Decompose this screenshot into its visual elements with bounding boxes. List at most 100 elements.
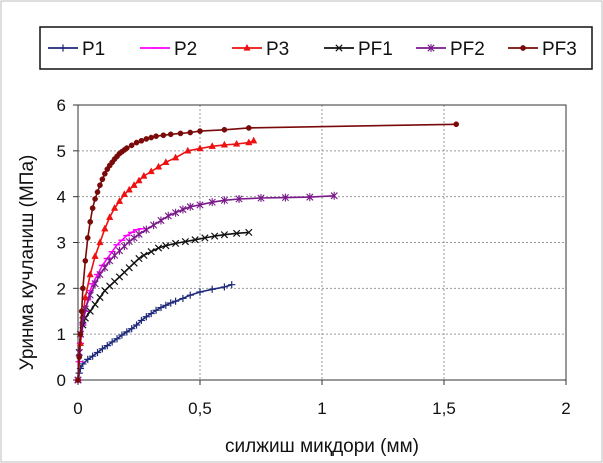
data-point-p1 — [79, 360, 87, 368]
data-point-pf1 — [140, 251, 148, 259]
legend-label-p3: P3 — [266, 39, 289, 60]
data-point-pf3 — [89, 205, 96, 211]
y-tick-label: 6 — [57, 96, 66, 115]
data-point-pf2 — [142, 225, 150, 234]
data-point-pf2 — [186, 202, 194, 211]
data-point-pf2 — [235, 194, 243, 203]
data-point-p3 — [154, 162, 163, 170]
data-point-pf3 — [143, 136, 150, 142]
data-point-pf3 — [99, 176, 106, 183]
data-point-pf1 — [211, 232, 219, 240]
data-point-p3 — [96, 238, 104, 246]
data-point-p3 — [140, 171, 148, 179]
data-point-pf2 — [91, 279, 99, 288]
series-p1 — [74, 281, 236, 384]
legend-item-pf2: PF2 — [416, 39, 485, 60]
data-point-pf2 — [220, 196, 228, 205]
data-point-p1 — [132, 321, 141, 329]
data-point-pf2 — [157, 216, 165, 225]
legend-item-p1: P1 — [48, 39, 105, 60]
data-point-p1 — [147, 309, 155, 318]
y-tick-label: 2 — [57, 279, 66, 298]
data-point-p1 — [179, 294, 187, 303]
legend-box — [39, 26, 593, 70]
data-point-pf1 — [91, 300, 99, 308]
data-point-pf1 — [162, 242, 170, 250]
data-point-p1 — [196, 288, 204, 296]
data-point-pf2 — [179, 205, 187, 214]
data-point-p1 — [162, 301, 170, 309]
data-point-pf1 — [201, 234, 209, 242]
data-point-pf3 — [177, 130, 184, 137]
data-point-p3 — [250, 136, 258, 144]
data-point-pf3 — [94, 189, 101, 195]
data-point-p3 — [147, 167, 155, 175]
legend-label-p2: P2 — [174, 39, 197, 60]
data-point-pf2 — [196, 200, 204, 209]
data-point-p1 — [128, 325, 136, 333]
data-point-pf3 — [80, 285, 86, 292]
data-point-pf3 — [197, 128, 203, 134]
data-point-pf1 — [191, 236, 199, 244]
data-point-pf2 — [306, 193, 314, 202]
data-point-pf1 — [232, 229, 241, 237]
data-point-pf2 — [208, 198, 216, 207]
data-point-p3 — [171, 153, 180, 161]
y-tick-label: 3 — [57, 234, 66, 253]
x-tick-label: 2 — [561, 399, 570, 418]
y-tick-label: 5 — [57, 142, 66, 161]
y-axis-title: Уринма кучланиш (МПа) — [17, 155, 38, 371]
data-point-p3 — [162, 158, 170, 165]
data-point-p3 — [120, 190, 128, 198]
data-point-pf3 — [153, 133, 159, 140]
legend-marker-p1 — [59, 44, 67, 52]
data-point-p3 — [81, 293, 89, 301]
legend-label-pf1: PF1 — [358, 39, 393, 60]
legend-label-p1: P1 — [82, 39, 105, 60]
data-point-pf1 — [96, 293, 104, 302]
tick-labels: 0 0,5 1 1,5 2 0 1 2 3 4 5 6 — [57, 96, 571, 418]
data-point-pf3 — [221, 126, 228, 133]
data-point-pf3 — [76, 354, 83, 360]
data-point-p1 — [152, 306, 160, 314]
data-point-pf3 — [84, 235, 91, 241]
legend-item-p2: P2 — [140, 39, 197, 60]
series-group — [74, 121, 460, 384]
data-point-pf2 — [101, 263, 109, 272]
data-point-pf3 — [128, 142, 135, 149]
data-point-p3 — [91, 252, 99, 259]
legend-item-pf1: PF1 — [324, 39, 393, 60]
data-point-p1 — [118, 331, 126, 339]
data-point-p1 — [157, 303, 165, 312]
x-tick-label: 1 — [317, 399, 326, 418]
y-tick-label: 0 — [57, 371, 66, 390]
data-point-pf3 — [82, 257, 89, 264]
data-point-p1 — [208, 285, 216, 293]
data-point-p3 — [196, 144, 204, 152]
data-point-p3 — [101, 224, 109, 232]
legend-item-p3: P3 — [232, 39, 289, 60]
legend-marker-pf2 — [427, 44, 435, 52]
data-point-p3 — [125, 185, 133, 193]
data-point-pf3 — [77, 331, 84, 338]
data-point-p3 — [220, 140, 229, 148]
data-point-pf2 — [164, 211, 172, 220]
data-point-pf3 — [78, 308, 85, 315]
legend-label-pf2: PF2 — [450, 39, 485, 60]
data-point-p1 — [103, 342, 111, 350]
data-point-pf3 — [101, 170, 108, 177]
data-point-pf2 — [172, 208, 180, 217]
data-point-pf2 — [125, 237, 133, 246]
data-point-pf3 — [160, 132, 167, 139]
data-point-p1 — [108, 338, 116, 346]
data-point-p1 — [172, 297, 180, 305]
data-point-p1 — [84, 355, 92, 363]
data-point-pf3 — [87, 219, 94, 225]
data-point-p1 — [123, 328, 131, 336]
data-point-pf3 — [133, 139, 140, 146]
data-point-pf2 — [86, 291, 94, 300]
x-tick-label: 1,5 — [432, 399, 456, 418]
data-point-pf2 — [281, 193, 289, 202]
data-point-pf3 — [97, 182, 103, 189]
